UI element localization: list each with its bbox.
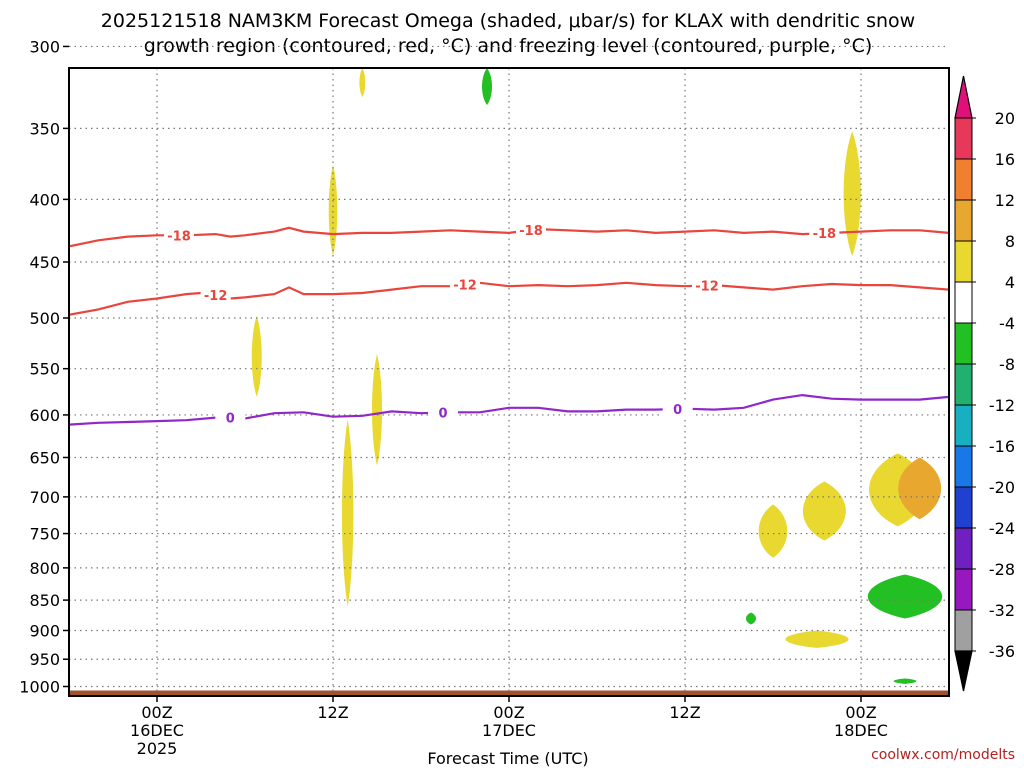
colorbar-label: 4 [1005, 273, 1015, 292]
dgz-minus18-label-bg [516, 222, 546, 238]
omega-blob [843, 131, 861, 257]
freezing-level-label: 0 [438, 406, 447, 421]
colorbar-top-arrow [954, 75, 973, 119]
colorbar-swatch [954, 568, 973, 611]
colorbar-swatch [954, 199, 973, 242]
colorbar-label: -24 [989, 519, 1015, 538]
colorbar-swatch [954, 609, 973, 652]
y-tick-label: 800 [29, 559, 60, 578]
omega-blob [341, 419, 354, 607]
freezing-level-label: 0 [226, 412, 235, 427]
omega-blob [481, 68, 493, 106]
colorbar-label: -36 [989, 642, 1015, 661]
omega-blob [893, 678, 917, 684]
colorbar-swatch [954, 527, 973, 570]
omega-blob [758, 504, 788, 558]
colorbar-swatch [954, 486, 973, 529]
colorbar-label: -8 [999, 355, 1015, 374]
surface-terrain-band [69, 690, 949, 695]
x-tick-year: 2025 [137, 739, 178, 758]
dgz-minus12-label: -12 [204, 289, 228, 304]
dgz-minus18-label-bg [809, 225, 840, 241]
colorbar-label: 12 [995, 191, 1015, 210]
colorbar-label: 20 [995, 109, 1015, 128]
y-tick-label: 500 [29, 309, 60, 328]
y-tick-label: 350 [29, 119, 60, 138]
colorbar-label: 8 [1005, 232, 1015, 251]
y-tick-label: 900 [29, 621, 60, 640]
y-tick-label: 1000 [19, 678, 60, 697]
colorbar-label: 16 [995, 150, 1015, 169]
colorbar-swatch [954, 240, 973, 283]
y-tick-label: 950 [29, 650, 60, 669]
colorbar-swatch [954, 158, 973, 201]
colorbar-swatch [954, 117, 973, 160]
omega-blob [898, 457, 942, 520]
omega-shading [251, 68, 943, 684]
y-tick-label: 450 [29, 253, 60, 272]
y-tick-label: 650 [29, 448, 60, 467]
omega-blob [867, 574, 943, 619]
x-tick-label: 00Z [141, 703, 172, 722]
credit-text: coolwx.com/modelts [871, 747, 1015, 763]
y-tick-label: 850 [29, 591, 60, 610]
dgz-minus12-label: -12 [453, 279, 477, 294]
dgz-minus18-line [69, 226, 949, 248]
plot-area: -18 -18 -18 -12 -12 -12 0 0 0 [69, 45, 949, 696]
chart-title-line2: growth region (contoured, red, °C) and f… [144, 35, 873, 57]
colorbar-label: -16 [989, 437, 1015, 456]
colorbar-swatch [954, 363, 973, 406]
y-tick-label: 400 [29, 190, 60, 209]
dgz-minus18-label: -18 [519, 224, 543, 239]
dgz-minus18-label: -18 [813, 227, 837, 242]
x-tick-label: 12Z [669, 703, 700, 722]
colorbar-swatch [954, 404, 973, 447]
colorbar-swatch [954, 281, 973, 324]
colorbar-swatch [954, 445, 973, 488]
x-tick-date: 18DEC [834, 721, 888, 740]
freezing-level-label: 0 [673, 403, 682, 418]
x-tick-label: 00Z [845, 703, 876, 722]
y-tick-label: 550 [29, 360, 60, 379]
dgz-minus12-label-bg [692, 277, 722, 293]
colorbar-label: -12 [989, 396, 1015, 415]
colorbar-label: -20 [989, 478, 1015, 497]
omega-blob [785, 630, 849, 648]
axes: 2503003504004505005506006507007508008509… [19, 37, 950, 758]
contours: -18 -18 -18 -12 -12 -12 0 0 0 [69, 222, 949, 427]
dgz-minus12-label-bg [450, 276, 480, 292]
x-tick-label: 12Z [317, 703, 348, 722]
x-tick-label: 00Z [493, 703, 524, 722]
y-tick-label: 600 [29, 406, 60, 425]
freezing-level-label-bg [428, 404, 458, 420]
freezing-level-label-bg [662, 400, 693, 416]
x-tick-date: 17DEC [482, 721, 536, 740]
omega-blob [359, 68, 366, 98]
dgz-minus12-label: -12 [695, 279, 719, 294]
dgz-minus18-label: -18 [167, 229, 191, 244]
dgz-minus18-label-bg [164, 227, 194, 243]
omega-blob [251, 315, 262, 397]
y-tick-label: 750 [29, 525, 60, 544]
dgz-minus12-label-bg [200, 287, 231, 303]
omega-blob [371, 353, 383, 466]
y-tick-label: 300 [29, 37, 60, 56]
colorbar: 20 16 12 8 4 -4 -8 -12 -16 -20 -24 -28 -32 -36 [954, 75, 1015, 692]
chart-title-line1: 2025121518 NAM3KM Forecast Omega (shaded… [101, 10, 915, 32]
freezing-level-label-bg [215, 409, 246, 425]
colorbar-label: -28 [989, 560, 1015, 579]
x-tick-date: 16DEC [130, 721, 184, 740]
grid [69, 45, 949, 696]
omega-blob [802, 481, 846, 541]
colorbar-swatch [954, 322, 973, 365]
colorbar-label: -32 [989, 601, 1015, 620]
x-axis-label: Forecast Time (UTC) [427, 749, 588, 768]
colorbar-label: -4 [999, 314, 1015, 333]
colorbar-bottom-arrow [954, 650, 973, 692]
omega-blob [745, 612, 757, 625]
y-tick-label: 700 [29, 488, 60, 507]
